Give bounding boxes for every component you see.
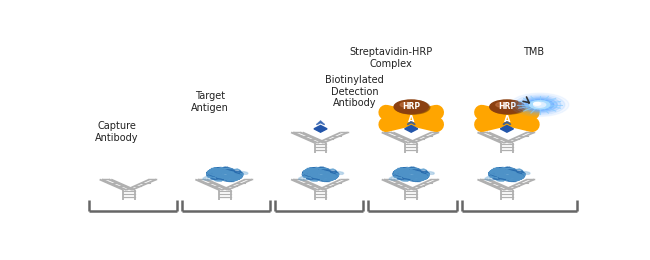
Text: Target
Antigen: Target Antigen xyxy=(190,91,229,113)
Circle shape xyxy=(534,102,546,107)
Circle shape xyxy=(510,93,569,116)
Polygon shape xyxy=(380,122,389,126)
Polygon shape xyxy=(503,121,511,125)
Text: Biotinylated
Detection
Antibody: Biotinylated Detection Antibody xyxy=(326,75,384,108)
Circle shape xyxy=(522,98,557,112)
Text: TMB: TMB xyxy=(523,47,543,57)
Text: HRP: HRP xyxy=(498,102,516,111)
Polygon shape xyxy=(380,110,389,114)
Text: Capture
Antibody: Capture Antibody xyxy=(95,121,138,143)
Circle shape xyxy=(490,100,524,114)
Polygon shape xyxy=(389,168,434,182)
Polygon shape xyxy=(317,121,324,125)
Circle shape xyxy=(519,96,561,113)
Polygon shape xyxy=(405,125,418,132)
Polygon shape xyxy=(434,122,442,126)
Polygon shape xyxy=(434,110,442,114)
Text: HRP: HRP xyxy=(402,102,421,111)
Polygon shape xyxy=(314,125,327,132)
Polygon shape xyxy=(500,125,514,132)
Polygon shape xyxy=(529,122,538,126)
Polygon shape xyxy=(529,110,538,114)
Polygon shape xyxy=(476,110,485,114)
Text: A: A xyxy=(504,114,510,124)
Circle shape xyxy=(394,100,428,114)
Polygon shape xyxy=(476,122,485,126)
Circle shape xyxy=(530,101,550,109)
Circle shape xyxy=(400,102,412,107)
Circle shape xyxy=(526,99,554,110)
Text: Streptavidin-HRP
Complex: Streptavidin-HRP Complex xyxy=(350,47,433,69)
Circle shape xyxy=(514,95,565,115)
Polygon shape xyxy=(408,121,415,125)
Circle shape xyxy=(496,102,508,107)
Text: A: A xyxy=(408,114,415,124)
Polygon shape xyxy=(203,168,248,182)
Polygon shape xyxy=(298,168,344,182)
Circle shape xyxy=(491,101,526,114)
Circle shape xyxy=(534,102,541,105)
Circle shape xyxy=(396,101,430,114)
Polygon shape xyxy=(485,168,530,182)
